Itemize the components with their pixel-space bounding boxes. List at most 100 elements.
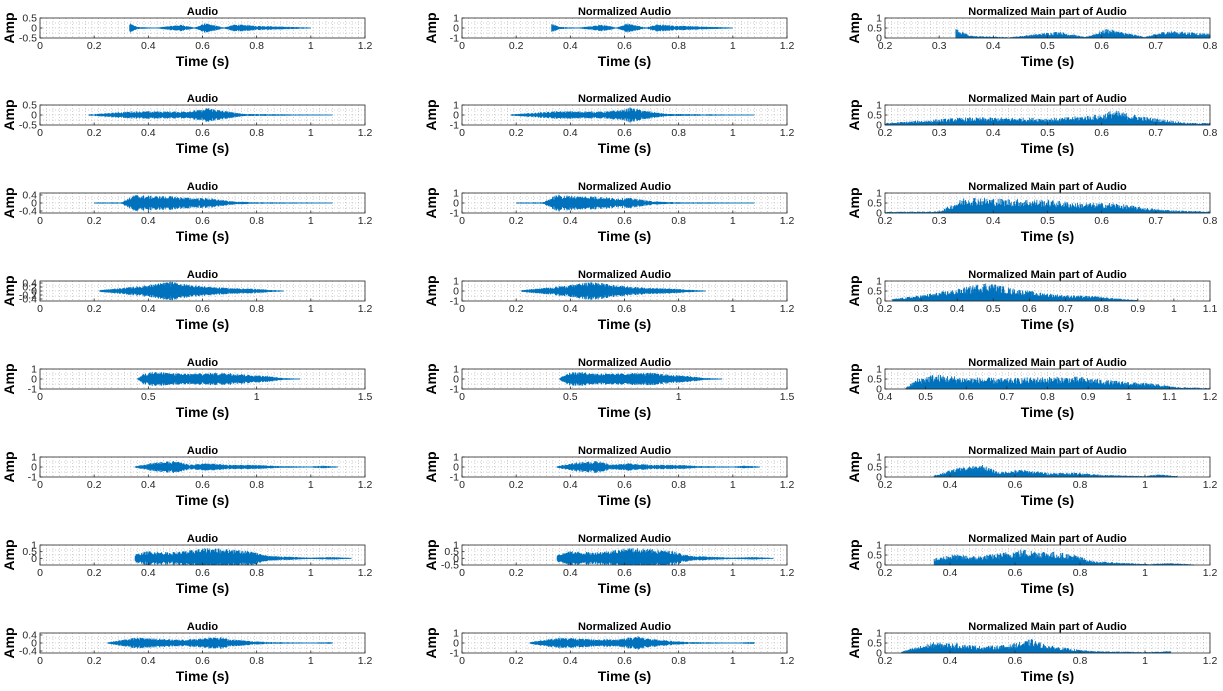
x-tick-label: 0 (37, 127, 43, 139)
x-tick-label: 1 (730, 655, 736, 667)
y-tick-label: -1 (450, 120, 459, 132)
x-tick-label: 0.8 (249, 40, 264, 52)
x-tick-label: 0.5 (1040, 215, 1055, 227)
y-axis-label: Amp (846, 539, 862, 570)
y-tick-label: 0 (876, 560, 882, 572)
x-tick-label: 0.5 (918, 391, 933, 403)
x-tick-label: 1 (308, 215, 314, 227)
subplot-title: Normalized Main part of Audio (968, 445, 1127, 457)
y-tick-label: -1 (28, 472, 37, 484)
x-axis-label: Time (s) (598, 228, 651, 244)
y-axis-label: Amp (846, 275, 862, 306)
x-tick-label: 1.2 (1203, 391, 1218, 403)
waveform-series-1 (99, 281, 284, 301)
y-tick-label: -1 (450, 208, 459, 220)
subplot-title: Normalized Audio (578, 357, 671, 369)
x-tick-label: 0.2 (878, 40, 893, 52)
y-tick-label: 1 (876, 628, 882, 640)
y-tick-label: 0.5 (867, 110, 882, 122)
waveform-series-1 (905, 374, 1210, 389)
y-tick-label: -1 (450, 472, 459, 484)
y-tick-label: 1 (453, 452, 459, 464)
x-tick-label: 0.2 (509, 303, 524, 315)
waveform-series-1 (510, 107, 755, 123)
y-tick-label: 0 (453, 553, 459, 565)
x-tick-label: 0.6 (617, 215, 632, 227)
x-tick-label: 0.4 (563, 479, 578, 491)
y-tick-label: 1 (453, 276, 459, 288)
y-tick-label: 0 (876, 384, 882, 396)
x-tick-label: 0.6 (1008, 479, 1023, 491)
x-axis-label: Time (s) (1021, 316, 1074, 332)
x-axis-label: Time (s) (176, 580, 229, 596)
x-axis-label: Time (s) (176, 228, 229, 244)
y-tick-label: -0.4 (19, 646, 37, 658)
x-tick-label: 0.8 (1094, 303, 1109, 315)
subplot-title: Audio (187, 6, 218, 18)
subplot-title: Audio (187, 357, 218, 369)
x-tick-label: 1.2 (358, 303, 373, 315)
x-tick-label: 1.2 (780, 567, 795, 579)
waveform-series-1 (556, 548, 774, 565)
subplot-title: Audio (187, 445, 218, 457)
x-tick-label: 1 (730, 567, 736, 579)
x-tick-label: 0.2 (509, 127, 524, 139)
y-tick-label: 1 (453, 364, 459, 376)
x-tick-label: 1 (308, 40, 314, 52)
waveform-series-1 (516, 194, 755, 212)
x-tick-label: 1.2 (1203, 655, 1218, 667)
x-tick-label: 0.5 (986, 303, 1001, 315)
y-tick-label: 0 (31, 638, 37, 650)
x-axis-label: Time (s) (176, 140, 229, 156)
y-tick-label: 0.5 (867, 462, 882, 474)
x-tick-label: 0.6 (195, 479, 210, 491)
y-tick-label: 1 (876, 188, 882, 200)
x-axis-label: Time (s) (598, 668, 651, 684)
x-tick-label: 0.9 (1081, 391, 1096, 403)
subplot-r3-c3: Normalized Main part of Audio 0.2 0.3 0.4 0.… (846, 181, 1217, 244)
subplot-title: Normalized Audio (578, 6, 671, 18)
x-tick-label: 1.2 (358, 655, 373, 667)
y-tick-label: -1 (450, 384, 459, 396)
y-axis-label: Amp (1, 627, 17, 658)
y-axis-label: Amp (423, 451, 439, 482)
y-tick-label: 0.4 (22, 630, 37, 642)
x-tick-label: 0.6 (195, 127, 210, 139)
subplot-title: Normalized Audio (578, 533, 671, 545)
x-tick-label: 0.4 (986, 215, 1001, 227)
x-tick-label: 1 (1142, 655, 1148, 667)
x-tick-label: 0.7 (1058, 303, 1073, 315)
y-tick-label: 0 (31, 553, 37, 565)
x-axis-label: Time (s) (176, 492, 229, 508)
x-tick-label: 1.5 (780, 391, 795, 403)
y-tick-label: 0.5 (867, 374, 882, 386)
x-tick-label: 1.5 (358, 391, 373, 403)
waveform-series-1 (529, 636, 755, 650)
waveform-series-1 (134, 548, 352, 565)
waveform-series-1 (955, 29, 1211, 38)
subplot-title: Normalized Main part of Audio (968, 181, 1127, 193)
x-tick-label: 0.2 (87, 479, 102, 491)
x-tick-label: 0.8 (671, 215, 686, 227)
x-tick-label: 0.4 (141, 655, 156, 667)
y-tick-label: 1 (453, 188, 459, 200)
x-tick-label: 1 (1126, 391, 1132, 403)
x-tick-label: 1 (254, 391, 260, 403)
x-axis-label: Time (s) (1021, 228, 1074, 244)
x-tick-label: 0.7 (1149, 127, 1164, 139)
x-tick-label: 1 (676, 391, 682, 403)
x-tick-label: 0 (37, 391, 43, 403)
y-tick-label: 1 (453, 100, 459, 112)
y-axis-label: Amp (846, 627, 862, 658)
x-tick-label: 1 (730, 215, 736, 227)
x-tick-label: 0.2 (509, 479, 524, 491)
x-tick-label: 1.2 (358, 215, 373, 227)
y-tick-label: 0 (31, 198, 37, 210)
subplot-title: Audio (187, 533, 218, 545)
y-tick-label: 0 (31, 110, 37, 122)
y-axis-label: Amp (846, 363, 862, 394)
